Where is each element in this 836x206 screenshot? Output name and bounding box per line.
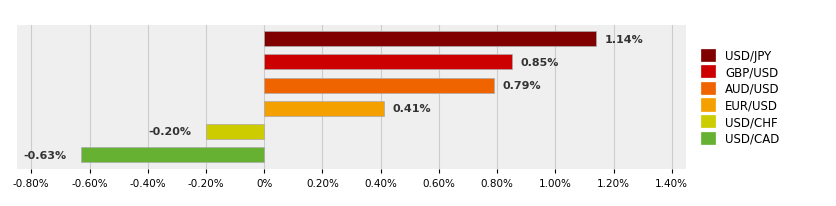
Bar bbox=[81, 147, 264, 162]
Bar bbox=[264, 55, 511, 70]
Bar bbox=[264, 78, 493, 93]
Bar bbox=[264, 32, 595, 47]
Bar bbox=[206, 124, 264, 139]
Text: -0.63%: -0.63% bbox=[23, 150, 66, 160]
Text: 0.79%: 0.79% bbox=[502, 81, 541, 91]
Text: 1.14%: 1.14% bbox=[604, 35, 643, 44]
Text: Benchmark Currency Rates - Daily Gainers & Losers: Benchmark Currency Rates - Daily Gainers… bbox=[137, 7, 565, 22]
Text: 0.41%: 0.41% bbox=[392, 104, 431, 114]
Text: 0.85%: 0.85% bbox=[520, 58, 558, 68]
Text: -0.20%: -0.20% bbox=[148, 127, 191, 137]
Bar bbox=[264, 101, 383, 116]
Legend: USD/JPY, GBP/USD, AUD/USD, EUR/USD, USD/CHF, USD/CAD: USD/JPY, GBP/USD, AUD/USD, EUR/USD, USD/… bbox=[698, 47, 781, 147]
